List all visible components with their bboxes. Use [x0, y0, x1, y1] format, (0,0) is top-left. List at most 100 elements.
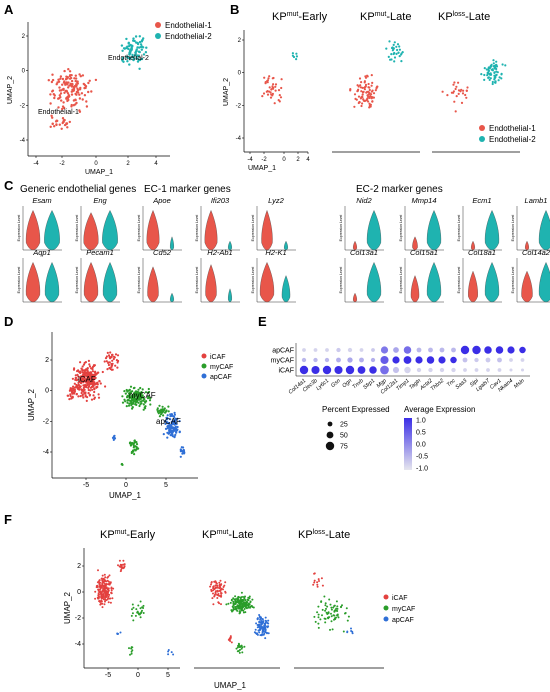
e-colorbar-tick: 0.5: [416, 430, 426, 437]
f-point-icaf: [316, 581, 319, 584]
f-ytick-label: 2: [77, 563, 81, 570]
f-point-icaf: [312, 583, 315, 586]
f-point-icaf: [121, 566, 124, 569]
f-point-icaf: [100, 577, 103, 580]
b-point-endothelial-1: [454, 110, 457, 113]
e-size-key: [327, 421, 333, 427]
f-point-mycaf: [132, 606, 135, 609]
c-ylabel: Expression Level: [339, 214, 343, 241]
d-point-apcaf: [176, 425, 179, 429]
b-xtick-label: -4: [247, 157, 253, 163]
a-xtick-label: -4: [33, 161, 39, 167]
a-point-endothelial-2: [137, 54, 141, 57]
f-point-icaf: [216, 584, 219, 587]
f-point-mycaf: [341, 604, 343, 607]
f-point-mycaf: [141, 606, 144, 609]
f-point-icaf: [110, 587, 113, 590]
c-violin: [366, 210, 382, 251]
a-point-endothelial-1: [66, 92, 70, 95]
e-dot: [392, 356, 400, 364]
b-point-endothelial-1: [360, 104, 363, 108]
d-point-apcaf: [172, 419, 175, 422]
f-point-icaf: [101, 606, 104, 609]
f-point-icaf: [105, 583, 108, 586]
f-point-mycaf: [248, 597, 251, 600]
d-point-icaf: [74, 374, 77, 377]
d-point-icaf: [84, 372, 87, 375]
f-point-mycaf: [243, 605, 246, 608]
f-point-icaf: [100, 584, 103, 587]
d-point-mycaf: [121, 401, 125, 404]
e-dot: [428, 367, 433, 373]
c-violin: [538, 262, 550, 303]
e-dot: [451, 367, 456, 373]
d-point-icaf: [88, 365, 92, 368]
d-point-icaf: [79, 361, 82, 364]
panel-label-f: F: [4, 512, 12, 527]
b-point-endothelial-2: [393, 51, 396, 55]
e-dot: [460, 345, 470, 355]
c-ylabel: Expression Level: [195, 214, 199, 241]
a-point-endothelial-1: [59, 92, 63, 95]
c-violin: [147, 266, 159, 303]
d-point-apcaf: [178, 420, 181, 423]
d-point-mycaf: [125, 405, 128, 408]
d-point-icaf: [110, 356, 113, 359]
d-point-apcaf: [178, 431, 181, 434]
f-point-icaf: [97, 597, 100, 600]
a-legend-label-1: Endothelial-1: [165, 21, 212, 30]
panel-label-a: A: [4, 2, 14, 17]
f-point-icaf: [123, 563, 126, 566]
b-point-endothelial-2: [483, 67, 486, 70]
a-point-endothelial-1: [59, 75, 63, 78]
c-violin: [468, 270, 478, 303]
f-point-mycaf: [233, 608, 236, 611]
f-point-icaf: [97, 569, 99, 572]
f-point-apcaf: [263, 626, 265, 629]
c-group-generic: Generic endothelial genes: [20, 184, 136, 195]
e-dot: [359, 348, 364, 352]
a-point-endothelial-1: [87, 90, 90, 94]
b-ylabel: UMAP_2: [223, 78, 230, 106]
e-gene-label: Ly6c1: [315, 378, 330, 392]
b-point-endothelial-1: [359, 97, 362, 100]
e-gene-label: Slpi: [469, 377, 480, 388]
f-point-mycaf: [345, 607, 348, 610]
c-gene-name: Col14a2: [522, 248, 550, 257]
d-point-icaf: [76, 378, 79, 381]
f-point-mycaf: [333, 617, 336, 620]
a-point-endothelial-1: [75, 90, 79, 94]
c-violin: [412, 236, 418, 251]
d-point-icaf: [73, 386, 77, 389]
f-point-mycaf: [139, 607, 142, 610]
d-point-mycaf: [149, 403, 152, 406]
b-point-endothelial-2: [396, 48, 399, 52]
a-point-endothelial-1: [78, 88, 82, 91]
d-point-icaf: [98, 380, 101, 383]
c-ylabel: Expression Level: [17, 266, 21, 293]
b-point-endothelial-1: [266, 81, 269, 84]
f-point-mycaf: [136, 610, 139, 613]
b-point-endothelial-1: [441, 90, 444, 93]
d-point-apcaf: [183, 452, 186, 455]
f-point-mycaf: [317, 622, 320, 625]
c-violin: [284, 240, 288, 251]
f-point-icaf: [98, 579, 101, 582]
a-point-endothelial-1: [62, 101, 65, 104]
a-point-endothelial-1: [51, 122, 54, 126]
f-point-icaf: [109, 601, 112, 604]
b-ytick-label: -2: [236, 103, 242, 109]
d-point-icaf: [109, 351, 112, 354]
f-point-icaf: [100, 594, 103, 596]
f-point-mycaf: [313, 615, 316, 618]
b-point-endothelial-1: [357, 95, 361, 98]
f-point-mycaf: [139, 612, 142, 615]
d-point-mycaf: [162, 414, 165, 417]
d-point-mycaf: [132, 443, 135, 447]
b-point-endothelial-2: [487, 69, 491, 72]
d-point-mycaf: [142, 408, 145, 411]
d-point-icaf: [75, 385, 78, 388]
c-violin: [410, 275, 420, 303]
d-point-mycaf: [134, 399, 137, 402]
d-point-icaf: [79, 385, 82, 388]
